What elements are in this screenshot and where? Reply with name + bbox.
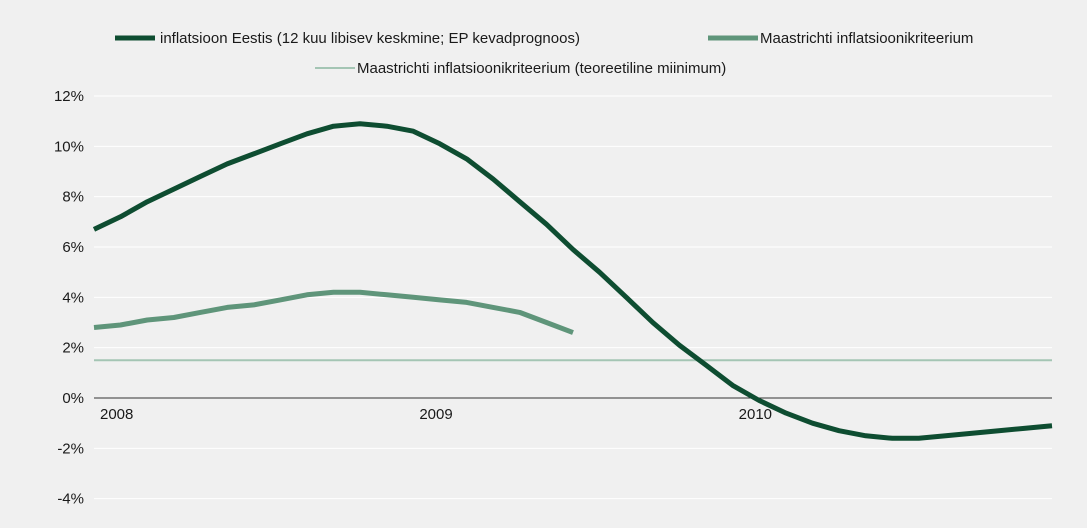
legend: inflatsioon Eestis (12 kuu libisev keskm… (115, 30, 973, 77)
x-axis: 2008 2009 2010 (94, 397, 1052, 423)
y-tick-label: 0% (62, 390, 84, 407)
y-tick-label: 10% (54, 138, 84, 155)
x-tick-label: 2009 (419, 406, 452, 423)
series-line-eesti (92, 121, 1053, 441)
series-lines (92, 121, 1053, 441)
legend-label-maastricht: Maastrichti inflatsioonikriteerium (760, 30, 973, 47)
y-tick-label: -2% (57, 440, 84, 457)
legend-label-minimum: Maastrichti inflatsioonikriteerium (teor… (357, 60, 726, 77)
x-tick-label: 2008 (100, 406, 133, 423)
series-line-maastricht (93, 289, 574, 335)
x-tick-label: 2010 (739, 406, 772, 423)
y-axis: 12% 10% 8% 6% 4% 2% 0% -2% -4% (54, 88, 84, 508)
gridlines (94, 95, 1052, 500)
y-tick-label: 8% (62, 189, 84, 206)
y-tick-label: 12% (54, 88, 84, 105)
y-tick-label: -4% (57, 491, 84, 508)
legend-label-eesti: inflatsioon Eestis (12 kuu libisev keskm… (160, 30, 580, 47)
y-tick-label: 2% (62, 340, 84, 357)
y-tick-label: 6% (62, 239, 84, 256)
y-tick-label: 4% (62, 289, 84, 306)
